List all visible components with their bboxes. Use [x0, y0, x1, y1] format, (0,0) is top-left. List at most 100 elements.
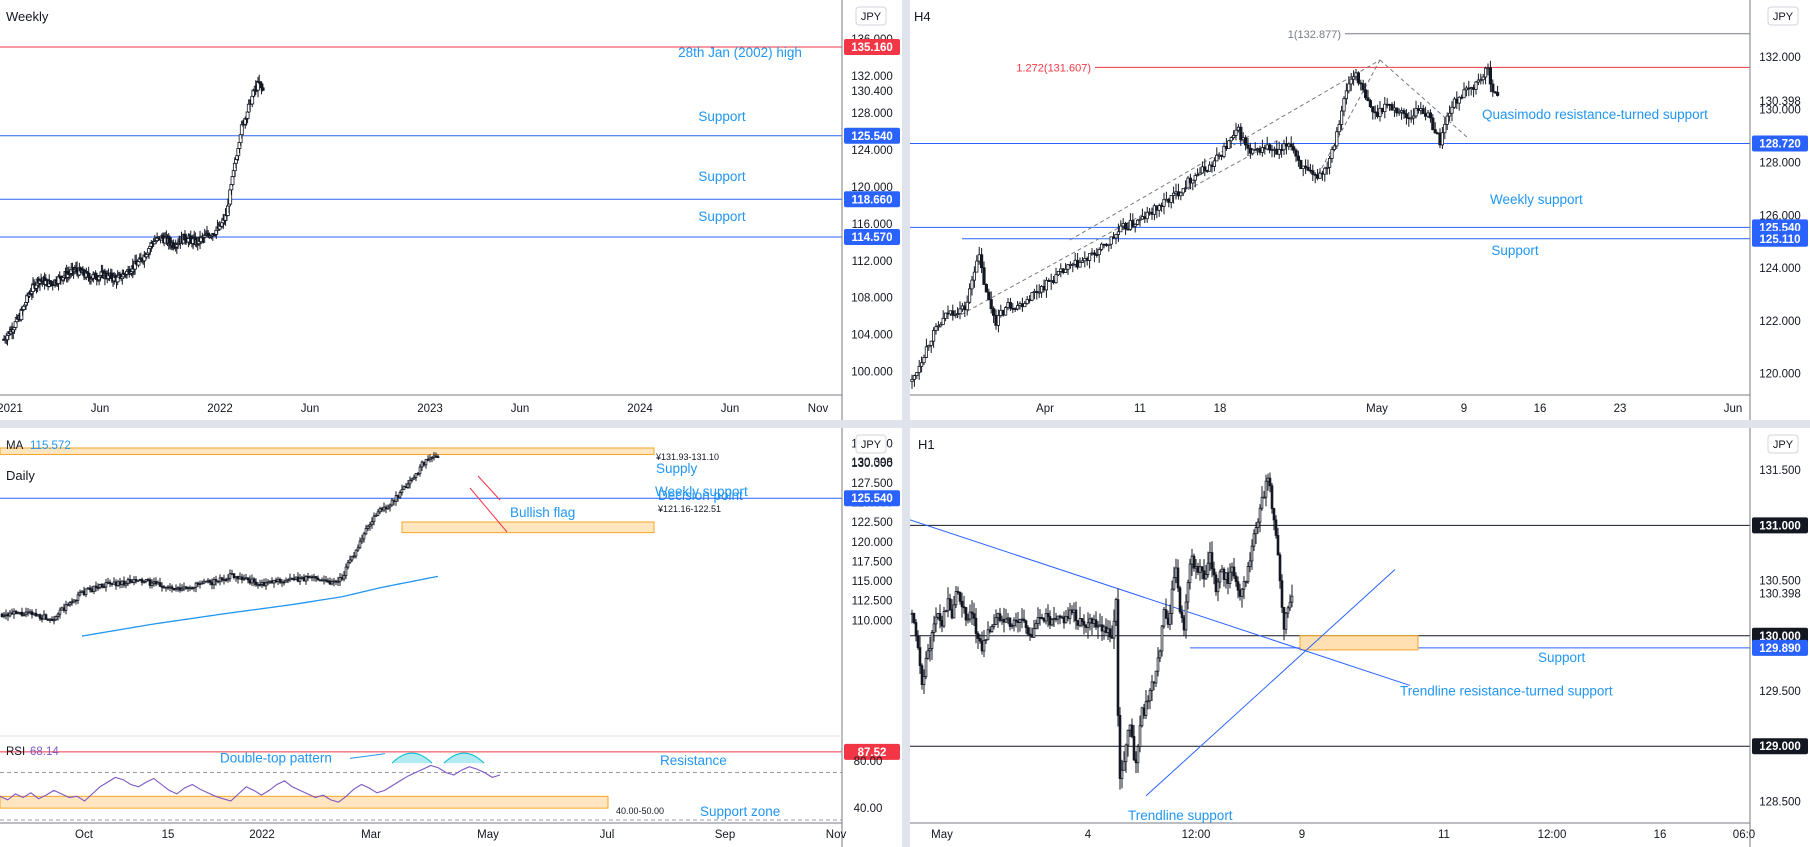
- candle-body: [242, 578, 246, 581]
- candle-body: [1390, 104, 1394, 111]
- candle-body: [312, 576, 316, 579]
- candle-body: [34, 612, 38, 617]
- candle-body: [156, 582, 160, 585]
- candle-body: [1254, 527, 1258, 535]
- candle-body: [232, 573, 236, 579]
- price-tick-label: 124.000: [851, 145, 893, 157]
- candle-body: [989, 299, 993, 310]
- level-price-tag-bg: [1752, 639, 1808, 656]
- candle-body: [390, 499, 394, 506]
- candle-body: [1090, 618, 1094, 624]
- currency-badge[interactable]: JPY: [855, 6, 887, 26]
- daily-chart-svg[interactable]: Supply¥131.93-131.10 Decision point¥121.1…: [0, 428, 902, 847]
- candle-body: [1238, 589, 1242, 597]
- candle-body: [1299, 160, 1303, 170]
- candle-body: [38, 614, 42, 619]
- candle-body: [1282, 143, 1286, 151]
- h4-title: H4: [914, 9, 931, 24]
- candle-body: [1207, 164, 1212, 172]
- candle-body: [1131, 220, 1135, 227]
- candle-body: [264, 582, 268, 587]
- candle-body: [122, 580, 126, 586]
- h1-chart-svg[interactable]: Support Trendline resistance-turned suppo…: [910, 428, 1810, 847]
- candle-body: [192, 586, 196, 589]
- level-label: Weekly support: [1490, 192, 1583, 207]
- daily-chart-panel[interactable]: Supply ¥131.93-131.10 Decision point ¥121.1…: [0, 428, 902, 847]
- candle-body: [984, 639, 988, 642]
- candle-body: [346, 562, 350, 568]
- price-tick-label: 104.000: [851, 330, 893, 342]
- candle-body: [1070, 609, 1074, 613]
- candle-body: [22, 613, 26, 616]
- candle-body: [62, 607, 66, 611]
- candle-body: [186, 587, 190, 590]
- h4-chart-svg[interactable]: 1(132.877) 1.272(131.607) Quasimodo resist…: [910, 0, 1810, 420]
- candle-body: [148, 579, 152, 586]
- rsi-support-zone: [0, 795, 609, 809]
- candle-body: [372, 515, 376, 523]
- candle-body: [1190, 555, 1194, 565]
- candle-body: [1218, 571, 1222, 583]
- candle-body: [396, 495, 400, 498]
- candle-body: [1106, 628, 1110, 633]
- candle-body: [962, 606, 966, 609]
- h4-chart-panel[interactable]: 1(132.877) 1.272(131.607) Quasimodo resist…: [910, 0, 1810, 420]
- fib-label: 1(132.877): [1288, 29, 1341, 41]
- candle-body: [1110, 636, 1114, 639]
- time-tick-label: 06:0: [1733, 829, 1755, 841]
- h1-chart-panel[interactable]: Support Trendline resistance-turned suppo…: [910, 428, 1810, 847]
- candle-body: [972, 613, 976, 619]
- price-tick-label: 127.500: [851, 478, 893, 490]
- candle-body: [250, 578, 254, 584]
- weekly-chart-panel[interactable]: 28th Jan (2002) high Support Support Suppor…: [0, 0, 902, 420]
- candle-body: [1058, 615, 1062, 618]
- candle-body: [1194, 566, 1198, 569]
- candle-body: [1383, 103, 1387, 113]
- time-tick-label: 18: [1214, 403, 1227, 415]
- candle-body: [1288, 601, 1292, 609]
- candle-body: [1118, 714, 1122, 779]
- candle-body: [1038, 617, 1042, 619]
- candle-body: [924, 346, 928, 358]
- candle-body: [1339, 110, 1344, 125]
- candle-body: [130, 581, 134, 584]
- candle-body: [932, 623, 936, 633]
- rsi-zone-label: Support zone: [700, 804, 780, 819]
- candle-body: [1356, 72, 1361, 84]
- candle-body: [224, 579, 228, 581]
- candle-body: [28, 611, 32, 614]
- candle-body: [402, 486, 406, 490]
- candle-body: [418, 466, 422, 475]
- candle-body: [204, 580, 208, 583]
- time-tick-label: 2022: [249, 829, 275, 841]
- currency-badge[interactable]: JPY: [1767, 434, 1799, 454]
- price-tick-label: 132.000: [1759, 52, 1801, 64]
- candle-body: [975, 260, 979, 273]
- level-label: Support: [698, 209, 746, 224]
- weekly-chart-svg[interactable]: 28th Jan (2002) high Support Support Suppor…: [0, 0, 902, 420]
- candle-body: [1204, 574, 1208, 580]
- candle-body: [212, 579, 216, 586]
- candle-body: [1064, 615, 1068, 624]
- candle-body: [368, 524, 372, 527]
- candle-body: [1156, 657, 1160, 672]
- candle-body: [1188, 563, 1192, 584]
- candle-body: [1078, 262, 1082, 268]
- candle-body: [70, 601, 74, 604]
- candle-body: [1078, 618, 1082, 626]
- candle-body: [1132, 736, 1136, 761]
- candle-body: [316, 577, 320, 581]
- candle-body: [1445, 115, 1449, 125]
- currency-badge[interactable]: JPY: [855, 434, 887, 454]
- candle-body: [326, 580, 330, 583]
- candle-body: [1337, 124, 1341, 133]
- candle-body: [996, 315, 1000, 326]
- rsi-pattern-label: Double-top pattern: [220, 750, 332, 765]
- harmonic-leg: [1069, 59, 1381, 241]
- currency-badge[interactable]: JPY: [1767, 6, 1799, 26]
- candle-body: [1082, 621, 1086, 626]
- candle-body: [1230, 566, 1234, 573]
- candle-body: [1289, 143, 1293, 148]
- candle-body: [134, 579, 138, 582]
- candle-body: [214, 579, 218, 582]
